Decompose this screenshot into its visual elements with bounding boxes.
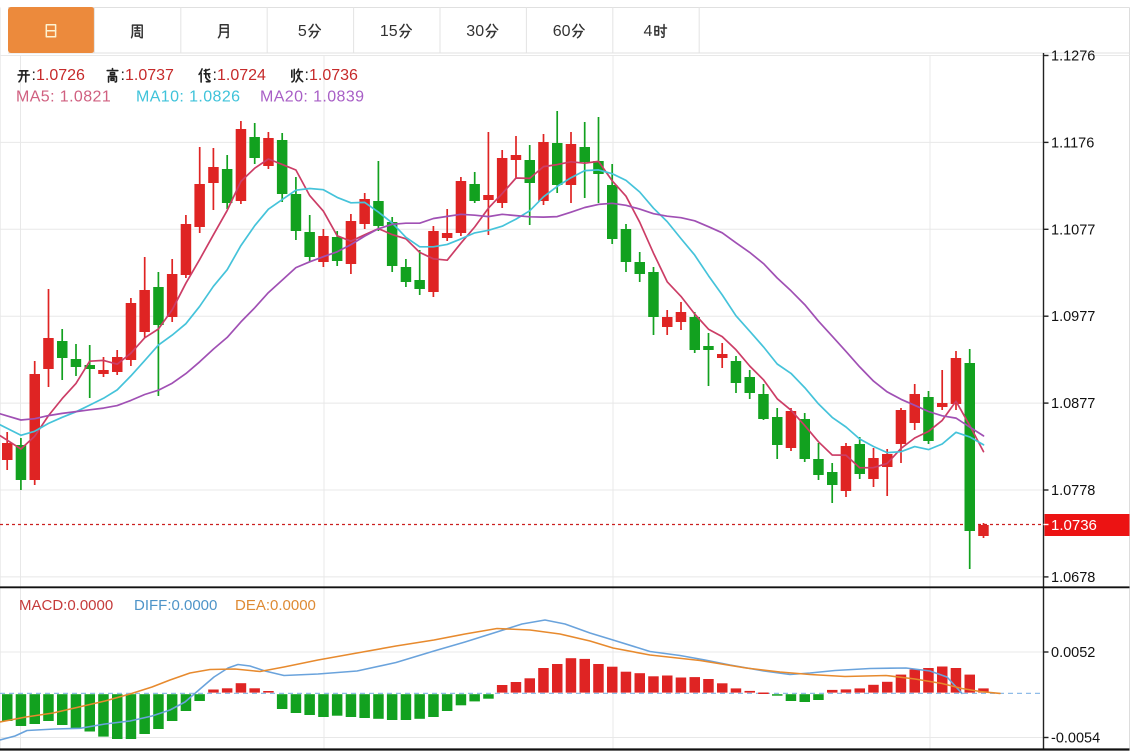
svg-text:1.1077: 1.1077 <box>1051 222 1095 238</box>
svg-text:1.0737: 1.0737 <box>125 67 174 84</box>
svg-text::: : <box>121 67 125 84</box>
svg-text:1.0724: 1.0724 <box>217 67 266 84</box>
svg-text:1.0726: 1.0726 <box>36 67 85 84</box>
svg-text::: : <box>32 67 36 84</box>
svg-text:1.1176: 1.1176 <box>1051 135 1094 151</box>
svg-text:4: 4 <box>644 23 653 40</box>
svg-text:1.0678: 1.0678 <box>1051 570 1095 586</box>
svg-text:MACD:0.0000: MACD:0.0000 <box>19 597 113 614</box>
svg-text:15: 15 <box>380 23 398 40</box>
svg-text::: : <box>213 67 217 84</box>
svg-text:DEA:0.0000: DEA:0.0000 <box>235 597 316 614</box>
svg-text:1.0977: 1.0977 <box>1051 309 1095 325</box>
svg-text:MA10: 1.0826: MA10: 1.0826 <box>136 89 240 106</box>
svg-text:1.0736: 1.0736 <box>1051 517 1097 534</box>
svg-text::: : <box>305 67 309 84</box>
svg-text:1.0736: 1.0736 <box>309 67 358 84</box>
svg-text:DIFF:0.0000: DIFF:0.0000 <box>134 597 217 614</box>
svg-text:30: 30 <box>466 23 484 40</box>
svg-text:1.1276: 1.1276 <box>1051 49 1095 65</box>
svg-text:1.0877: 1.0877 <box>1051 396 1095 412</box>
svg-text:MA20: 1.0839: MA20: 1.0839 <box>260 89 364 106</box>
svg-text:5: 5 <box>298 23 307 40</box>
svg-text:MA5: 1.0821: MA5: 1.0821 <box>16 89 111 106</box>
svg-text:60: 60 <box>553 23 571 40</box>
svg-text:1.0778: 1.0778 <box>1051 483 1095 499</box>
svg-text:0.0052: 0.0052 <box>1051 645 1095 661</box>
svg-text:-0.0054: -0.0054 <box>1051 731 1100 747</box>
